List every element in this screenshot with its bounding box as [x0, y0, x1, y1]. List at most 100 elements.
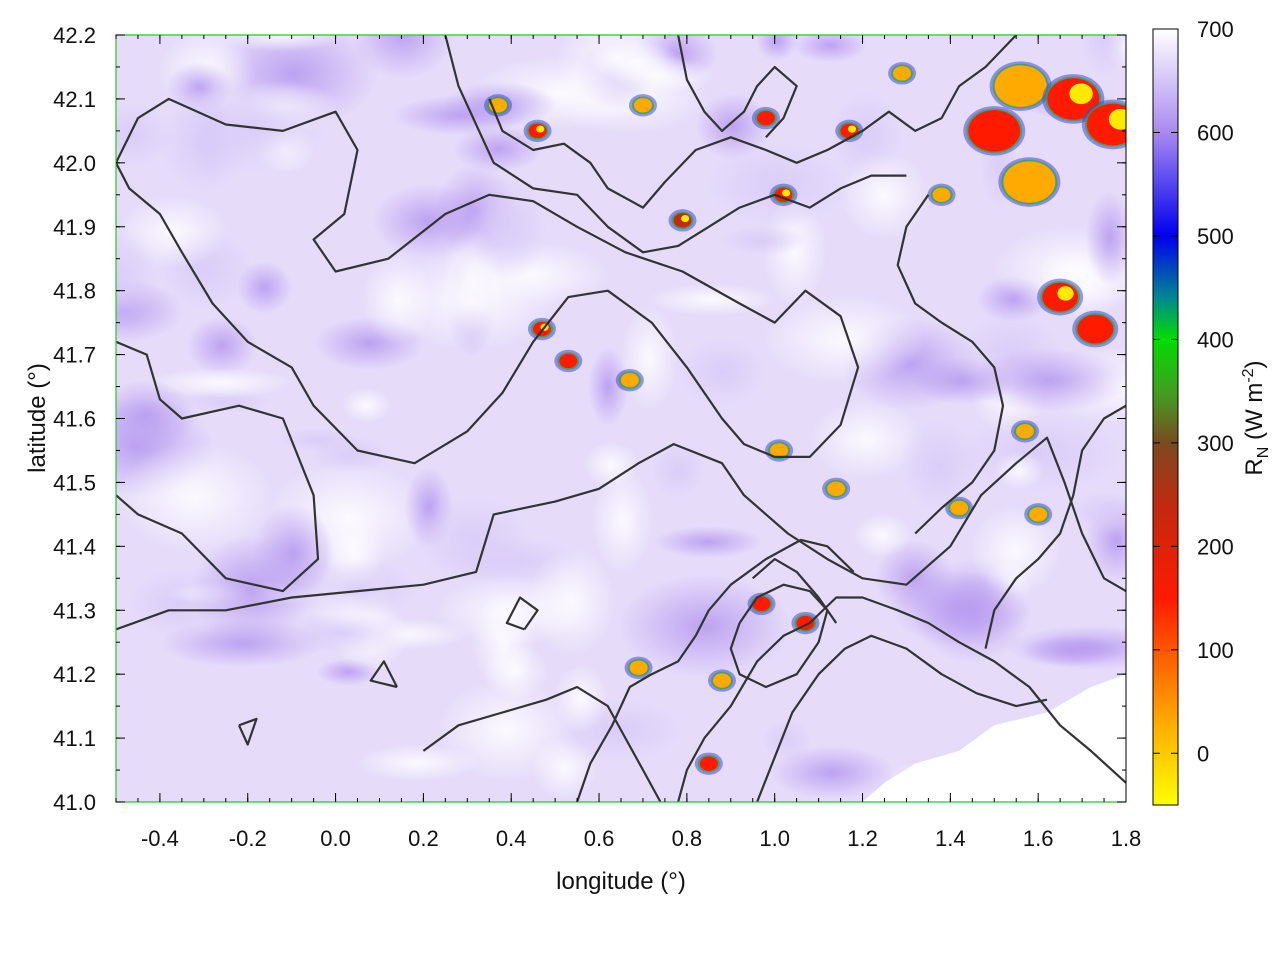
hotspot-core: [1077, 314, 1114, 344]
heatmap-texture: [116, 35, 1126, 802]
x-axis-ticks: -0.4 -0.2 0.0 0.2 0.4 0.6 0.8 1.0 1.2 1.4 1.6 1.8: [115, 35, 1142, 851]
texture-blob: [970, 505, 1061, 596]
hotspot-core: [1003, 161, 1056, 203]
y-tick-label: 41.8: [53, 279, 96, 304]
colorbar-tick-label: 300: [1197, 431, 1234, 456]
x-tick-label: 0.6: [584, 826, 615, 851]
texture-blob: [891, 569, 1028, 647]
colorbar-title-end: ): [1241, 360, 1268, 368]
colorbar-title-sup: -2: [1240, 368, 1257, 382]
colorbar-tick-label: 200: [1197, 534, 1234, 559]
texture-blob: [341, 387, 392, 423]
texture-blob: [763, 294, 926, 384]
texture-blob: [274, 612, 412, 655]
texture-blob: [716, 225, 807, 256]
hotspot-core: [559, 353, 578, 369]
texture-blob: [236, 260, 293, 315]
texture-blob: [556, 35, 676, 102]
colorbar-title: RN (W m-2): [1240, 360, 1272, 475]
texture-blob: [759, 718, 814, 762]
colorbar-title-units: (W m: [1241, 383, 1268, 447]
texture-blob: [676, 335, 769, 409]
hotspot-core: [633, 98, 652, 113]
texture-blob: [437, 678, 575, 781]
hotspot-core: [932, 187, 951, 202]
texture-blob: [147, 367, 294, 398]
contour-line: [756, 634, 1048, 802]
hotspot-core: [699, 756, 718, 771]
colorbar-tick-label: 600: [1197, 120, 1234, 145]
contour-line: [444, 35, 907, 254]
contour-lines: [116, 35, 1126, 802]
x-tick-label: 0.8: [672, 826, 703, 851]
colorbar-title-sub: N: [1255, 447, 1272, 459]
texture-blob: [839, 151, 929, 239]
contour-line: [677, 596, 1126, 802]
texture-blob: [793, 35, 868, 63]
texture-blob: [116, 379, 197, 453]
y-tick-label: 41.6: [53, 407, 96, 432]
texture-blob: [702, 139, 853, 228]
y-tick-label: 41.9: [53, 215, 96, 240]
hotspot-core: [713, 673, 731, 688]
contour-line: [422, 685, 662, 802]
hotspot-core: [629, 660, 648, 675]
texture-blob: [186, 316, 258, 376]
texture-blob: [898, 417, 980, 514]
hotspot-core: [968, 110, 1021, 152]
texture-blob: [648, 283, 777, 316]
x-tick-label: 1.2: [847, 826, 878, 851]
y-tick-label: 42.2: [53, 23, 96, 48]
texture-blob: [592, 467, 653, 574]
contour-line: [677, 35, 798, 139]
texture-blob: [371, 183, 485, 259]
colorbar-tick-label: 500: [1197, 224, 1234, 249]
x-axis-title: longitude (°): [556, 868, 686, 895]
texture-blob: [1078, 35, 1126, 80]
y-axis-ticks: 42.2 42.1 42.0 41.9 41.8 41.7 41.6 41.5 41.4 41.3…: [53, 23, 1126, 815]
heatmap-plot-area: [116, 35, 1126, 802]
texture-blob: [116, 100, 174, 170]
texture-blob: [252, 504, 334, 600]
contour-line: [237, 717, 258, 746]
contour-line: [896, 194, 1005, 535]
y-tick-label: 41.5: [53, 470, 96, 495]
texture-blob: [969, 348, 1126, 412]
hotspot-highlight: [681, 214, 690, 223]
hotspot-core: [950, 500, 969, 516]
contour-line: [729, 583, 829, 689]
contour-line: [751, 558, 838, 624]
hotspot-core: [994, 65, 1047, 107]
hotspot-core: [1029, 507, 1048, 522]
texture-blob: [653, 525, 763, 559]
hotspot-highlight: [1069, 83, 1093, 105]
x-tick-label: -0.2: [229, 826, 267, 851]
y-tick-label: 41.2: [53, 662, 96, 687]
hotspot-highlight: [847, 125, 857, 133]
hotspot-core: [1016, 424, 1034, 439]
contour-line: [116, 340, 320, 593]
x-tick-label: 0.0: [320, 826, 351, 851]
colorbar-gradient: [1152, 28, 1179, 806]
x-tick-label: 1.0: [759, 826, 790, 851]
contour-line: [116, 97, 860, 465]
texture-blob: [1066, 489, 1126, 536]
texture-blob: [993, 451, 1046, 491]
y-tick-label: 42.1: [53, 87, 96, 112]
colorbar: 700 600 500 400 300 200 100 0 RN (W m-2): [1152, 17, 1272, 806]
contour-line: [984, 404, 1126, 649]
hotspot-highlight: [1057, 286, 1074, 301]
y-tick-label: 41.7: [53, 343, 96, 368]
hotspot-core: [620, 372, 639, 388]
colorbar-tick-label: 400: [1197, 327, 1234, 352]
y-tick-label: 41.1: [53, 726, 96, 751]
texture-blob: [471, 593, 536, 690]
y-tick-label: 42.0: [53, 151, 96, 176]
texture-blob: [1006, 625, 1126, 670]
colorbar-tick-label: 100: [1197, 638, 1234, 663]
x-tick-label: 1.8: [1111, 826, 1142, 851]
contour-line: [369, 660, 398, 689]
texture-blob: [116, 442, 274, 553]
x-tick-label: 1.4: [935, 826, 966, 851]
